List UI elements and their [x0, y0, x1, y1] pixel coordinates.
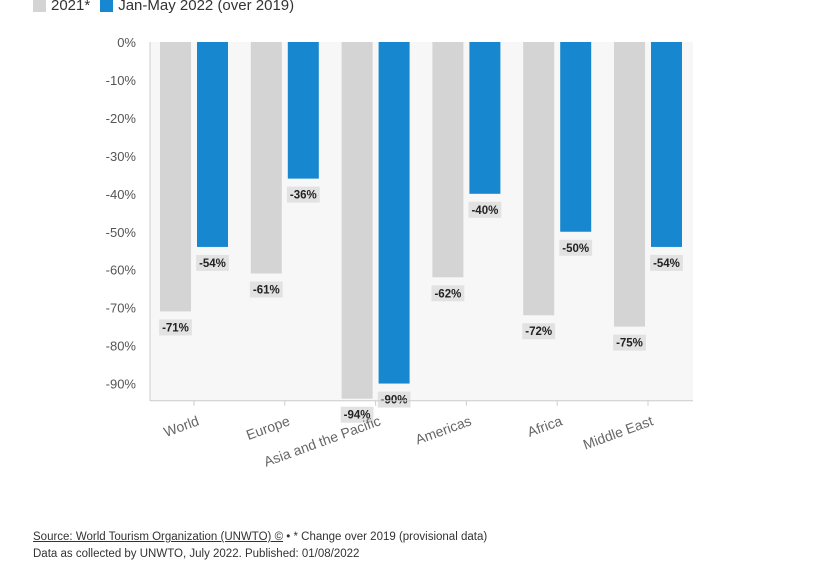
data-label: -40%: [471, 205, 498, 217]
y-tick-label: 0%: [117, 35, 136, 50]
y-tick-label: -50%: [106, 225, 137, 240]
data-label-bg: [559, 239, 593, 256]
x-tick-label-africa: Africa: [525, 412, 564, 439]
bar-2021--world[interactable]: [160, 42, 191, 312]
plot-background: [150, 42, 693, 401]
y-tick-label: -20%: [106, 111, 137, 126]
bar-jan-may-2022-over-2019--world[interactable]: [197, 42, 228, 247]
bar-jan-may-2022-over-2019--americas[interactable]: [469, 42, 501, 194]
x-tick-label-world: World: [161, 413, 201, 440]
data-label-bg: [340, 406, 374, 423]
bar-jan-may-2022-over-2019--europe[interactable]: [287, 42, 319, 179]
source-link[interactable]: Source: World Tourism Organization (UNWT…: [33, 531, 284, 543]
footer-line-2: Data as collected by UNWTO, July 2022. P…: [33, 548, 360, 560]
legend-swatch-2022: [100, 0, 114, 12]
data-label-bg: [650, 254, 683, 271]
data-label: -54%: [199, 258, 226, 270]
bar-2021--asia-and-the-pacific[interactable]: [341, 42, 373, 399]
y-tick-label: -90%: [106, 377, 137, 392]
data-label-bg: [249, 281, 283, 298]
data-label: -75%: [616, 338, 643, 350]
legend-item-2022[interactable]: Jan-May 2022 (over 2019): [100, 0, 294, 14]
data-label: -71%: [162, 322, 189, 334]
data-label: -94%: [344, 410, 371, 422]
footer: Source: World Tourism Organization (UNWT…: [33, 529, 487, 563]
legend-item-2021[interactable]: 2021*: [33, 0, 90, 14]
legend: 2021* Jan-May 2022 (over 2019): [33, 0, 294, 16]
bar-2021--europe[interactable]: [250, 42, 282, 274]
x-tick-label-middle-east: Middle East: [581, 412, 655, 452]
bar-jan-may-2022-over-2019--africa[interactable]: [560, 42, 592, 232]
data-label-bg: [377, 391, 411, 408]
data-label: -50%: [562, 243, 589, 255]
data-label-bg: [159, 319, 192, 336]
y-tick-label: -10%: [106, 73, 137, 88]
data-label: -72%: [525, 326, 552, 338]
data-label-bg: [613, 334, 646, 351]
bar-2021--africa[interactable]: [523, 42, 555, 316]
footer-line-1: Source: World Tourism Organization (UNWT…: [33, 529, 487, 546]
data-label-bg: [431, 285, 465, 302]
bar-jan-may-2022-over-2019--middle-east[interactable]: [651, 42, 682, 247]
footer-note: • * Change over 2019 (provisional data): [283, 531, 488, 543]
data-label-bg: [286, 186, 320, 203]
data-label: -62%: [434, 288, 461, 300]
legend-swatch-2021: [33, 0, 46, 12]
y-tick-label: -40%: [106, 187, 137, 202]
data-label-bg: [468, 201, 502, 218]
bar-chart: 0% -10% -20% -30% -40% -50% -60% -70% -80% -90% -7…: [106, 35, 693, 470]
bar-jan-may-2022-over-2019--asia-and-the-pacific[interactable]: [378, 42, 410, 384]
bar-2021--americas[interactable]: [432, 42, 464, 278]
legend-label-2021: 2021*: [51, 0, 91, 14]
data-label-bg: [196, 254, 229, 271]
y-tick-label: -30%: [106, 149, 137, 164]
x-tick-label-americas: Americas: [413, 413, 473, 448]
y-tick-label: -80%: [106, 339, 137, 354]
data-label: -36%: [290, 190, 317, 202]
y-tick-label: -70%: [106, 301, 137, 316]
data-label: -54%: [653, 258, 680, 270]
y-tick-label: -60%: [106, 263, 137, 278]
x-tick-label-europe: Europe: [244, 412, 292, 443]
legend-label-2022: Jan-May 2022 (over 2019): [118, 0, 295, 14]
bar-2021--middle-east[interactable]: [614, 42, 645, 327]
data-label: -61%: [253, 284, 280, 296]
data-label-bg: [522, 323, 556, 340]
